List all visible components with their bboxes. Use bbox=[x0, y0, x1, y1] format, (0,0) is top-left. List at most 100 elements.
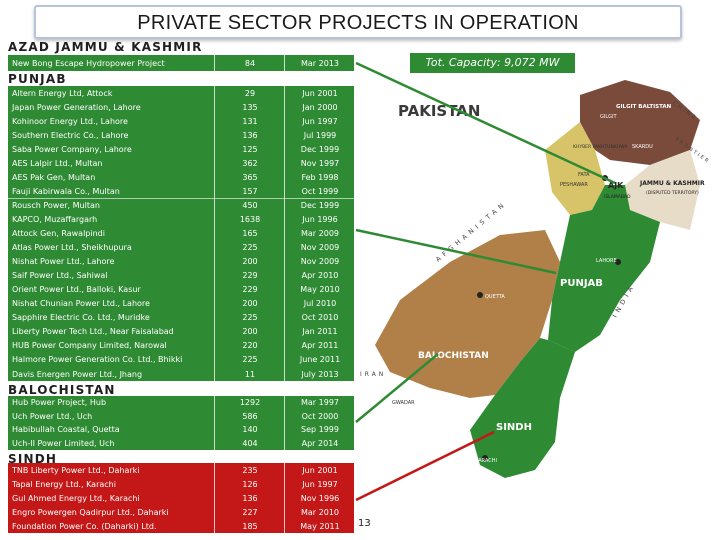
commissioning-date: Jan 2000 bbox=[302, 102, 338, 112]
project-name: Gul Ahmed Energy Ltd., Karachi bbox=[12, 493, 140, 503]
commissioning-date: Mar 2009 bbox=[301, 229, 339, 239]
city-marker bbox=[615, 259, 621, 265]
table-row: Foundation Power Co. (Daharki) Ltd. 185 Ma… bbox=[8, 520, 354, 533]
table-row: Japan Power Generation, Lahore 135 Jan 200… bbox=[8, 101, 354, 114]
capacity-mw: 200 bbox=[242, 257, 258, 267]
commissioning-date: Jun 2001 bbox=[302, 465, 338, 475]
map-label-kpk: KHYBER PAKHTUNKHWA bbox=[573, 144, 628, 150]
table-row: Saba Power Company, Lahore 125 Dec 1999 bbox=[8, 143, 354, 156]
project-name: Uch Power Ltd., Uch bbox=[12, 411, 93, 421]
map-label-balochistan: BALOCHISTAN bbox=[418, 351, 489, 361]
project-name: Southern Electric Co., Lahore bbox=[12, 130, 129, 140]
title-box: PRIVATE SECTOR PROJECTS IN OPERATION bbox=[34, 5, 682, 39]
map-label-peshawar: PESHAWAR bbox=[560, 182, 588, 188]
project-name: Altern Energy Ltd, Attock bbox=[12, 88, 113, 98]
map-label-iran: IRAN bbox=[360, 371, 386, 378]
capacity-mw: 365 bbox=[242, 172, 258, 182]
table-row: Sapphire Electric Co. Ltd., Muridke 225 Oc… bbox=[8, 311, 354, 324]
table-row: Uch-II Power Limited, Uch 404 Apr 2014 bbox=[8, 437, 354, 450]
project-name: Kohinoor Energy Ltd., Lahore bbox=[12, 116, 128, 126]
table-row: Fauji Kabirwala Co., Multan 157 Oct 1999 bbox=[8, 185, 354, 198]
map-label-gb: GILGIT BALTISTAN bbox=[616, 104, 672, 110]
total-capacity-badge: Tot. Capacity: 9,072 MW bbox=[410, 53, 575, 73]
commissioning-date: Feb 1998 bbox=[301, 172, 339, 182]
page-number: 13 bbox=[358, 518, 371, 529]
commissioning-date: July 2013 bbox=[301, 369, 339, 379]
group-divider bbox=[8, 198, 354, 200]
city-marker bbox=[477, 292, 483, 298]
capacity-mw: 362 bbox=[242, 158, 258, 168]
commissioning-date: June 2011 bbox=[299, 355, 341, 365]
map-label-lahore: LAHORE bbox=[596, 258, 617, 264]
project-name: Davis Energen Power Ltd., Jhang bbox=[12, 369, 143, 379]
project-name: Saba Power Company, Lahore bbox=[12, 144, 132, 154]
table-row: Tapal Energy Ltd., Karachi 126 Jun 1997 bbox=[8, 478, 354, 491]
capacity-mw: 200 bbox=[242, 299, 258, 309]
commissioning-date: Mar 1997 bbox=[301, 398, 339, 408]
project-name: AES Lalpir Ltd., Multan bbox=[12, 158, 103, 168]
project-name: Engro Powergen Qadirpur Ltd., Daharki bbox=[12, 507, 169, 517]
project-name: Nishat Power Ltd., Lahore bbox=[12, 257, 115, 267]
capacity-mw: 225 bbox=[242, 355, 258, 365]
project-name: Halmore Power Generation Co. Ltd., Bhikk… bbox=[12, 355, 183, 365]
map-label-disputed: (DISPUTED TERRITORY) bbox=[646, 190, 699, 196]
capacity-mw: 1638 bbox=[239, 214, 261, 224]
commissioning-date: Jul 1999 bbox=[303, 130, 337, 140]
section-heading-balochistan: BALOCHISTAN bbox=[8, 383, 116, 397]
project-name: Attock Gen, Rawalpindi bbox=[12, 229, 105, 239]
project-name: AES Pak Gen, Multan bbox=[12, 172, 96, 182]
project-name: KAPCO, Muzaffargarh bbox=[12, 214, 98, 224]
capacity-mw: 136 bbox=[242, 493, 258, 503]
project-name: Saif Power Ltd., Sahiwal bbox=[12, 271, 108, 281]
project-name: TNB Liberty Power Ltd., Daharki bbox=[12, 465, 140, 475]
commissioning-date: Oct 2000 bbox=[301, 411, 339, 421]
section-heading-punjab: PUNJAB bbox=[8, 72, 67, 86]
map-label-sindh: SINDH bbox=[496, 422, 532, 433]
project-name: HUB Power Company Limited, Narowal bbox=[12, 341, 167, 351]
project-name: Uch-II Power Limited, Uch bbox=[12, 438, 115, 448]
column-divider bbox=[214, 55, 215, 71]
table-row: Atlas Power Ltd., Sheikhupura 225 Nov 2009 bbox=[8, 241, 354, 254]
table-row: Rousch Power, Multan 450 Dec 1999 bbox=[8, 199, 354, 212]
pakistan-map: PAKISTAN GILGIT BALTISTAN GILGIT KHYBER … bbox=[360, 80, 711, 478]
capacity-mw: 84 bbox=[244, 58, 256, 68]
column-divider bbox=[214, 86, 215, 381]
table-row: Attock Gen, Rawalpindi 165 Mar 2009 bbox=[8, 227, 354, 240]
commissioning-date: Mar 2013 bbox=[301, 58, 339, 68]
commissioning-date: Apr 2010 bbox=[301, 271, 339, 281]
table-row: Davis Energen Power Ltd., Jhang 11 July 20… bbox=[8, 368, 354, 381]
page-title: PRIVATE SECTOR PROJECTS IN OPERATION bbox=[137, 12, 579, 34]
capacity-mw: 29 bbox=[244, 88, 256, 98]
commissioning-date: Dec 1999 bbox=[300, 200, 340, 210]
commissioning-date: Dec 1999 bbox=[300, 144, 340, 154]
table-row: Hub Power Project, Hub 1292 Mar 1997 bbox=[8, 396, 354, 409]
commissioning-date: Jun 1997 bbox=[302, 116, 338, 126]
project-name: Orient Power Ltd., Balloki, Kasur bbox=[12, 285, 141, 295]
capacity-mw: 586 bbox=[242, 411, 258, 421]
column-divider bbox=[284, 55, 285, 71]
capacity-mw: 200 bbox=[242, 327, 258, 337]
capacity-mw: 126 bbox=[242, 479, 258, 489]
table-row: Southern Electric Co., Lahore 136 Jul 1999 bbox=[8, 129, 354, 142]
capacity-mw: 1292 bbox=[239, 398, 261, 408]
project-name: Rousch Power, Multan bbox=[12, 200, 100, 210]
capacity-mw: 135 bbox=[242, 102, 258, 112]
map-label-jk: JAMMU & KASHMIR bbox=[639, 180, 705, 187]
capacity-mw: 165 bbox=[242, 229, 258, 239]
table-row: TNB Liberty Power Ltd., Daharki 235 Jun 20… bbox=[8, 464, 354, 477]
balochistan-table: Hub Power Project, Hub 1292 Mar 1997 Uch Po… bbox=[8, 396, 354, 450]
capacity-mw: 131 bbox=[242, 116, 258, 126]
commissioning-date: Nov 1996 bbox=[300, 493, 340, 503]
map-label-ajk: AJK bbox=[608, 181, 624, 190]
sindh-table: TNB Liberty Power Ltd., Daharki 235 Jun 20… bbox=[8, 463, 354, 533]
capacity-mw: 136 bbox=[242, 130, 258, 140]
map-label-fata: FATA bbox=[578, 172, 590, 178]
project-name: New Bong Escape Hydropower Project bbox=[12, 58, 165, 68]
table-row: Altern Energy Ltd, Attock 29 Jun 2001 bbox=[8, 87, 354, 100]
map-label-skardu: SKARDU bbox=[632, 144, 653, 150]
section-heading-sindh: SINDH bbox=[8, 452, 58, 466]
punjab-table: Altern Energy Ltd, Attock 29 Jun 2001 Japan… bbox=[8, 86, 354, 381]
commissioning-date: Jul 2010 bbox=[303, 299, 337, 309]
map-label-gilgit: GILGIT bbox=[600, 114, 617, 120]
column-divider bbox=[214, 396, 215, 450]
